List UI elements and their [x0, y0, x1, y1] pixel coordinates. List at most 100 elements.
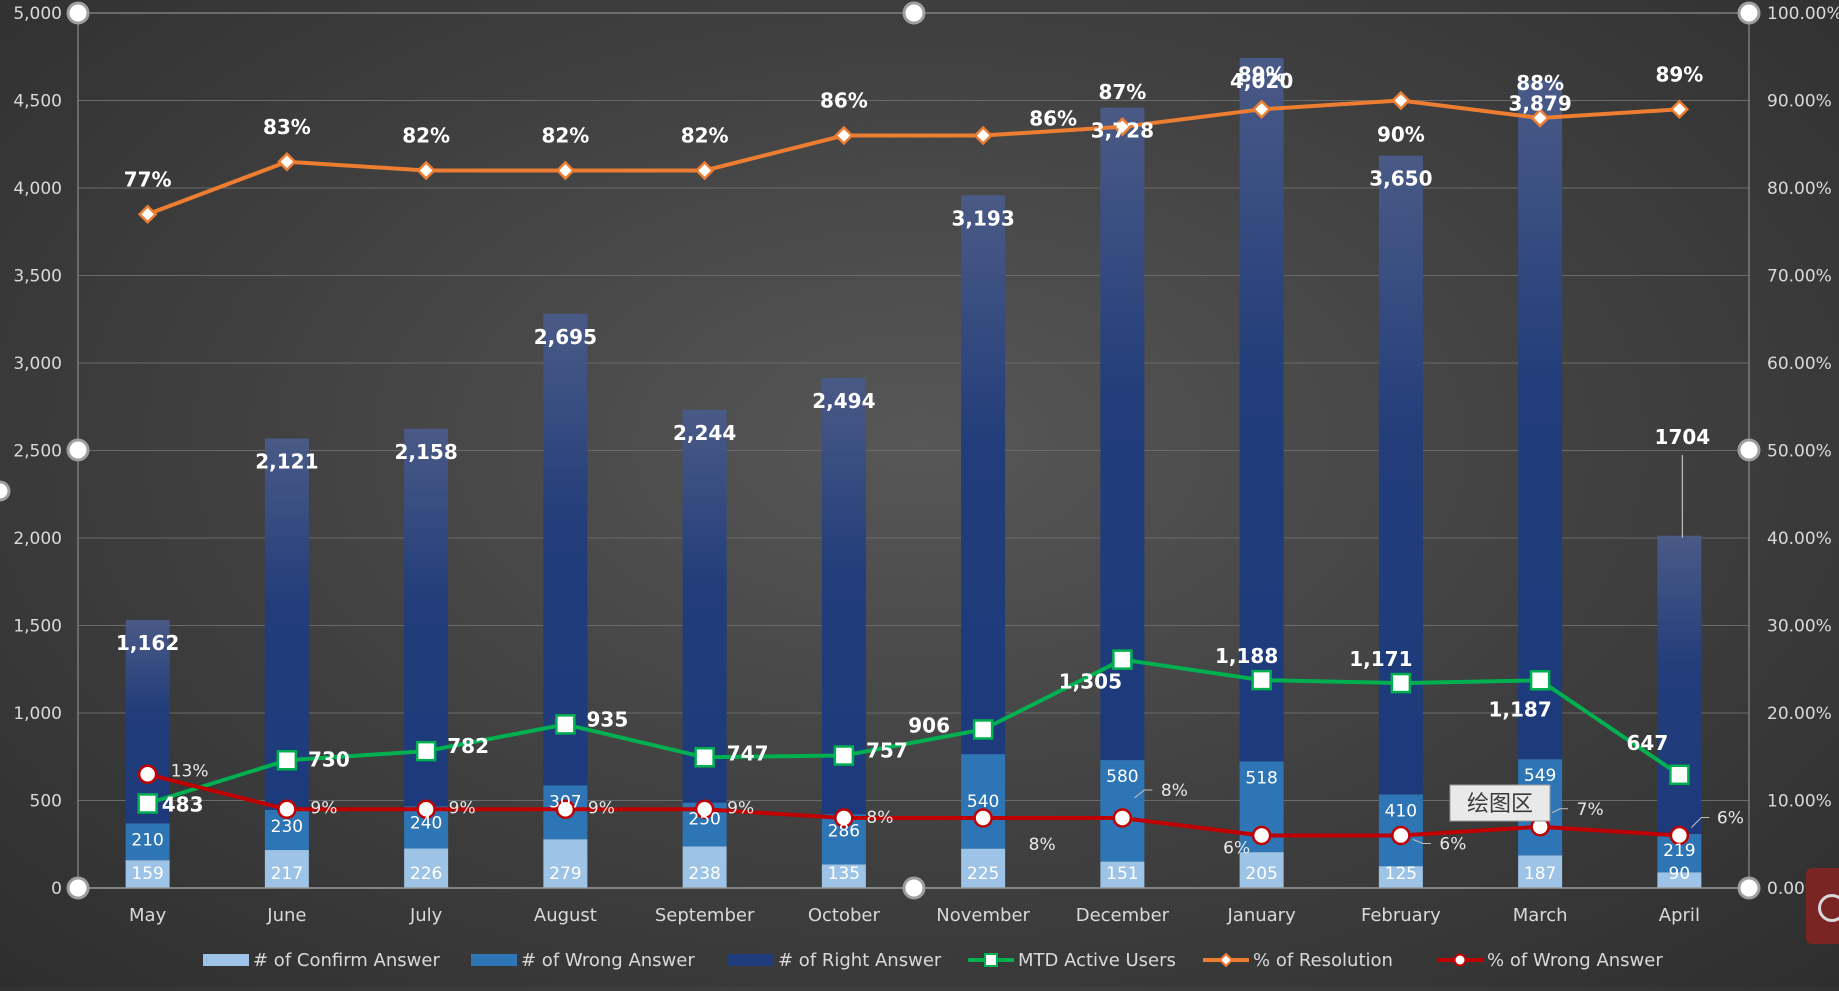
data-label-right-answer: 2,121	[255, 450, 318, 474]
data-label-resolution: 82%	[541, 124, 589, 148]
y-left-tick-label: 3,500	[13, 267, 62, 287]
bar-wrong-answer	[961, 754, 1006, 849]
data-label-resolution: 83%	[263, 115, 311, 139]
resize-handle[interactable]	[902, 1, 926, 25]
bar-right-answer	[125, 620, 170, 824]
data-label-confirm-answer: 187	[1524, 864, 1556, 884]
data-label-right-answer: 1,162	[116, 631, 179, 655]
data-label-wrong-answer: 540	[967, 792, 999, 812]
data-label-resolution: 89%	[1238, 62, 1286, 86]
legend-swatch	[203, 954, 249, 966]
data-label-active-users: 757	[866, 739, 908, 763]
data-label-resolution: 82%	[681, 124, 729, 148]
marker-wrong-answer-pct	[277, 799, 297, 819]
legend-swatch	[728, 954, 774, 966]
marker-resolution	[555, 160, 576, 181]
bar-confirm-answer	[821, 864, 866, 888]
legend-entry[interactable]: # of Right Answer	[728, 950, 942, 971]
legend-label: # of Wrong Answer	[521, 950, 695, 971]
data-label-wrong-answer: 219	[1663, 841, 1695, 861]
marker-wrong-answer-pct	[1669, 825, 1690, 846]
leader-line	[1134, 789, 1153, 799]
bar-confirm-answer	[1657, 872, 1702, 888]
bar-confirm-answer	[1518, 855, 1563, 888]
x-tick-label: April	[1659, 905, 1700, 926]
resize-handle[interactable]	[1737, 438, 1761, 462]
data-label-wrong-answer-pct: 6%	[1717, 809, 1744, 829]
marker-active-users	[276, 750, 298, 771]
bar-confirm-answer	[264, 850, 309, 888]
data-label-wrong-answer-pct: 9%	[449, 798, 476, 818]
bar-confirm-answer	[682, 846, 727, 888]
data-label-right-answer: 2,494	[812, 389, 875, 413]
bar-right-answer	[682, 409, 727, 803]
legend-entry[interactable]: % of Resolution	[1203, 950, 1393, 971]
data-label-active-users: 1,187	[1488, 697, 1551, 721]
legend-entry[interactable]: # of Confirm Answer	[203, 950, 440, 971]
data-label-wrong-answer-pct: 9%	[310, 798, 337, 818]
resize-handle[interactable]	[0, 480, 11, 502]
marker-resolution	[694, 160, 715, 181]
marker-active-users	[1529, 670, 1551, 691]
marker-active-users	[1112, 649, 1133, 670]
data-label-confirm-answer: 225	[967, 864, 999, 884]
y-right-tick-label: 70.00%	[1767, 267, 1832, 287]
data-label-active-users: 1,188	[1215, 644, 1278, 668]
data-label-resolution: 90%	[1377, 123, 1425, 147]
data-label-confirm-answer: 125	[1385, 864, 1417, 884]
tooltip-box	[1449, 784, 1551, 822]
resize-handle[interactable]	[66, 438, 90, 462]
leader-line	[1551, 808, 1569, 814]
data-label-confirm-answer: 238	[688, 864, 720, 884]
data-label-wrong-answer-pct: 6%	[1439, 835, 1466, 855]
data-label-confirm-answer: 217	[271, 864, 303, 884]
legend-entry[interactable]: % of Wrong Answer	[1437, 950, 1663, 971]
legend-marker	[1218, 952, 1234, 968]
side-panel-tab[interactable]	[1806, 868, 1839, 944]
marker-wrong-answer-pct	[1251, 825, 1272, 846]
legend-entry[interactable]: MTD Active Users	[968, 950, 1176, 971]
resize-handle[interactable]	[1737, 1, 1761, 25]
y-right-tick-label: 60.00%	[1767, 354, 1832, 374]
data-label-right-answer: 3,879	[1508, 91, 1571, 115]
data-label-wrong-answer: 549	[1524, 766, 1556, 786]
data-label-wrong-answer: 250	[688, 810, 720, 830]
marker-resolution	[834, 125, 854, 146]
x-tick-label: September	[655, 905, 755, 926]
legend-label: # of Confirm Answer	[253, 950, 440, 971]
bar-confirm-answer	[1239, 852, 1284, 888]
legend-marker	[1453, 953, 1467, 967]
x-tick-label: June	[266, 905, 306, 926]
legend-entry[interactable]: # of Wrong Answer	[471, 950, 695, 971]
data-label-wrong-answer: 410	[1385, 801, 1417, 821]
marker-resolution	[973, 125, 993, 146]
data-label-active-users: 747	[727, 741, 769, 765]
x-tick-label: October	[808, 905, 881, 926]
marker-wrong-answer-pct	[973, 808, 993, 828]
legend-swatch	[471, 954, 517, 966]
y-right-tick-label: 30.00%	[1767, 617, 1832, 637]
x-tick-label: May	[129, 905, 167, 926]
resize-handle[interactable]	[902, 876, 926, 900]
data-label-active-users: 1,305	[1059, 670, 1122, 694]
data-label-confirm-answer: 226	[410, 864, 442, 884]
data-label-resolution: 77%	[124, 167, 172, 191]
bar-confirm-answer	[125, 860, 170, 888]
y-right-tick-label: 80.00%	[1767, 179, 1832, 199]
search-icon	[1818, 894, 1839, 922]
resize-handle[interactable]	[66, 876, 90, 900]
data-label-resolution: 89%	[1655, 62, 1703, 86]
y-left-tick-label: 2,000	[13, 529, 62, 549]
resize-handle[interactable]	[66, 1, 90, 25]
resize-handle[interactable]	[1737, 876, 1761, 900]
marker-active-users	[1669, 764, 1690, 786]
data-label-wrong-answer: 210	[131, 830, 163, 850]
bar-confirm-answer	[543, 839, 588, 888]
data-label-confirm-answer: 151	[1106, 864, 1138, 884]
bar-right-answer	[264, 438, 309, 810]
line-resolution	[146, 98, 1680, 217]
y-right-tick-label: 10.00%	[1767, 792, 1832, 812]
data-label-resolution: 86%	[820, 89, 868, 113]
marker-resolution	[1669, 99, 1690, 120]
